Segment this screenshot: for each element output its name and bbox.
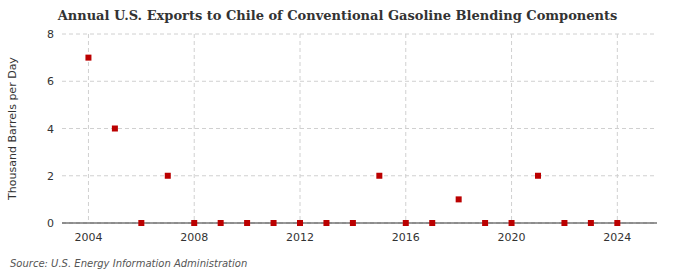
- y-grid-line: [62, 81, 657, 82]
- x-grid-line: [88, 34, 89, 223]
- data-point: [429, 220, 435, 226]
- y-tick-label: 4: [47, 123, 54, 136]
- chart-title: Annual U.S. Exports to Chile of Conventi…: [57, 8, 618, 23]
- x-tick-label: 2016: [392, 231, 420, 244]
- data-point: [244, 220, 250, 226]
- data-point: [191, 220, 197, 226]
- data-point: [323, 220, 329, 226]
- chart-container: 0 2 4 6 8 2004 2008 2012 2016 2020 2024 Annual U.S.…: [0, 0, 675, 275]
- data-point: [535, 173, 541, 179]
- y-tick-label: 2: [47, 170, 54, 183]
- data-point: [482, 220, 488, 226]
- x-axis-line: [62, 223, 657, 224]
- source-annotation: Source: U.S. Energy Information Administ…: [10, 258, 247, 269]
- y-grid-line: [62, 128, 657, 129]
- data-point: [614, 220, 620, 226]
- x-grid-line: [617, 34, 618, 223]
- x-grid-line: [194, 34, 195, 223]
- x-grid-line: [511, 34, 512, 223]
- data-point: [350, 220, 356, 226]
- data-point: [561, 220, 567, 226]
- data-point: [218, 220, 224, 226]
- data-point: [588, 220, 594, 226]
- x-tick-label: 2012: [286, 231, 314, 244]
- x-tick-label: 2020: [498, 231, 526, 244]
- data-point: [271, 220, 277, 226]
- data-point: [376, 173, 382, 179]
- x-tick-label: 2004: [74, 231, 102, 244]
- data-point: [456, 196, 462, 202]
- y-grid-line: [62, 175, 657, 176]
- x-tick-label: 2008: [180, 231, 208, 244]
- points: [85, 55, 620, 226]
- y-tick-label: 8: [47, 28, 54, 41]
- x-grid-line: [300, 34, 301, 223]
- chart-svg: 0 2 4 6 8 2004 2008 2012 2016 2020 2024 Annual U.S.…: [0, 0, 675, 275]
- y-tick-label: 0: [47, 217, 54, 230]
- y-grid-line: [62, 34, 657, 35]
- x-tick-label: 2024: [603, 231, 631, 244]
- data-point: [112, 126, 118, 132]
- y-axis-label: Thousand Barrels per Day: [6, 57, 19, 201]
- y-grid-line: [62, 223, 657, 224]
- data-point: [509, 220, 515, 226]
- data-point: [403, 220, 409, 226]
- grid: [62, 34, 657, 223]
- x-grid-line: [405, 34, 406, 223]
- data-point: [85, 55, 91, 61]
- data-point: [138, 220, 144, 226]
- y-tick-label: 6: [47, 75, 54, 88]
- data-point: [165, 173, 171, 179]
- data-point: [297, 220, 303, 226]
